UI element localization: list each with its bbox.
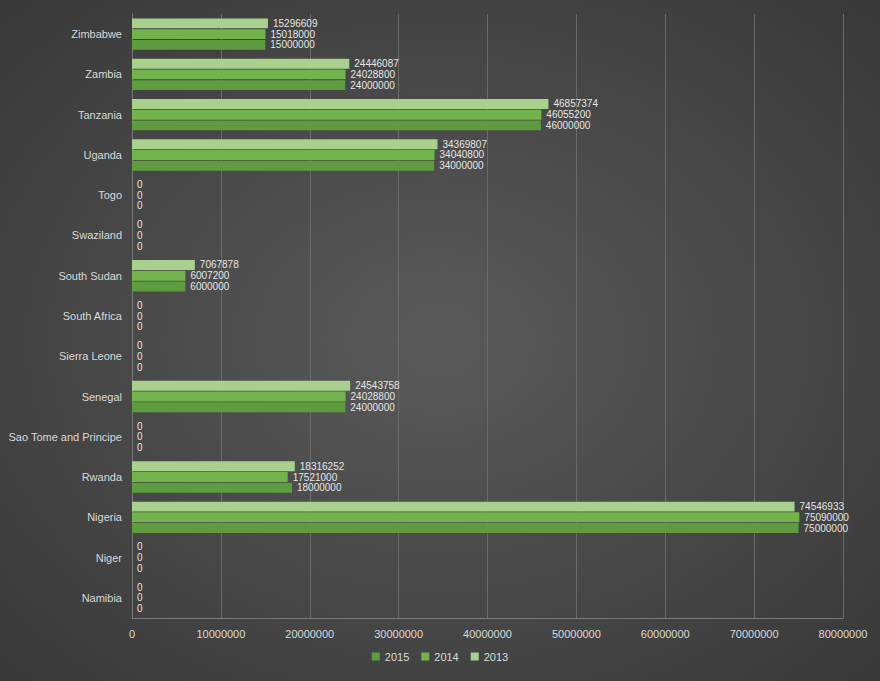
svg-text:0: 0 xyxy=(137,311,143,322)
svg-text:24000000: 24000000 xyxy=(350,80,395,91)
svg-text:Rwanda: Rwanda xyxy=(82,471,123,483)
svg-text:18316252: 18316252 xyxy=(300,461,345,472)
svg-text:0: 0 xyxy=(137,200,143,211)
svg-text:0: 0 xyxy=(137,603,143,614)
svg-text:0: 0 xyxy=(137,582,143,593)
svg-text:0: 0 xyxy=(137,421,143,432)
svg-text:0: 0 xyxy=(137,541,143,552)
svg-text:0: 0 xyxy=(137,340,143,351)
svg-text:0: 0 xyxy=(137,552,143,563)
svg-text:0: 0 xyxy=(137,563,143,574)
svg-text:0: 0 xyxy=(137,592,143,603)
svg-text:40000000: 40000000 xyxy=(463,628,512,640)
svg-text:0: 0 xyxy=(137,351,143,362)
svg-text:46857374: 46857374 xyxy=(553,98,598,109)
svg-text:2015: 2015 xyxy=(385,651,409,663)
svg-text:6007200: 6007200 xyxy=(190,270,229,281)
svg-text:0: 0 xyxy=(137,241,143,252)
svg-text:46055200: 46055200 xyxy=(546,109,591,120)
svg-text:0: 0 xyxy=(137,442,143,453)
svg-text:Namibia: Namibia xyxy=(82,592,123,604)
svg-text:20000000: 20000000 xyxy=(285,628,334,640)
svg-text:Uganda: Uganda xyxy=(83,149,122,161)
svg-text:South Africa: South Africa xyxy=(63,310,123,322)
svg-text:Sao Tome and Principe: Sao Tome and Principe xyxy=(8,431,122,443)
svg-text:Zambia: Zambia xyxy=(85,68,123,80)
svg-text:30000000: 30000000 xyxy=(374,628,423,640)
svg-text:80000000: 80000000 xyxy=(819,628,868,640)
svg-text:Togo: Togo xyxy=(98,189,122,201)
svg-text:0: 0 xyxy=(137,219,143,230)
svg-text:10000000: 10000000 xyxy=(196,628,245,640)
svg-text:6000000: 6000000 xyxy=(190,281,229,292)
svg-text:75000000: 75000000 xyxy=(804,523,849,534)
svg-text:60000000: 60000000 xyxy=(641,628,690,640)
svg-text:0: 0 xyxy=(137,179,143,190)
svg-text:34000000: 34000000 xyxy=(439,160,484,171)
svg-text:Sierra Leone: Sierra Leone xyxy=(59,350,122,362)
svg-text:Senegal: Senegal xyxy=(82,391,122,403)
svg-text:15000000: 15000000 xyxy=(270,39,315,50)
svg-text:24028800: 24028800 xyxy=(351,69,396,80)
svg-text:24543758: 24543758 xyxy=(355,380,400,391)
svg-text:0: 0 xyxy=(137,431,143,442)
svg-text:Niger: Niger xyxy=(96,552,123,564)
svg-text:15296609: 15296609 xyxy=(273,18,318,29)
svg-text:0: 0 xyxy=(137,300,143,311)
svg-text:75090000: 75090000 xyxy=(804,512,849,523)
svg-text:Swaziland: Swaziland xyxy=(72,229,122,241)
svg-text:2014: 2014 xyxy=(434,651,458,663)
svg-text:24028800: 24028800 xyxy=(351,391,396,402)
svg-text:18000000: 18000000 xyxy=(297,482,342,493)
svg-text:70000000: 70000000 xyxy=(730,628,779,640)
svg-text:Nigeria: Nigeria xyxy=(87,511,123,523)
svg-text:74546933: 74546933 xyxy=(800,501,845,512)
svg-text:7067878: 7067878 xyxy=(200,259,239,270)
svg-text:0: 0 xyxy=(137,362,143,373)
svg-text:34040800: 34040800 xyxy=(440,149,485,160)
svg-text:0: 0 xyxy=(137,230,143,241)
svg-text:0: 0 xyxy=(137,190,143,201)
svg-text:34369807: 34369807 xyxy=(442,139,487,150)
svg-text:2013: 2013 xyxy=(484,651,508,663)
svg-text:50000000: 50000000 xyxy=(552,628,601,640)
svg-text:0: 0 xyxy=(137,321,143,332)
svg-text:24446087: 24446087 xyxy=(354,58,399,69)
svg-text:Zimbabwe: Zimbabwe xyxy=(71,28,122,40)
svg-text:15018000: 15018000 xyxy=(270,29,315,40)
svg-text:0: 0 xyxy=(129,628,135,640)
svg-text:Tanzania: Tanzania xyxy=(78,109,123,121)
svg-text:South Sudan: South Sudan xyxy=(58,270,122,282)
svg-text:17521000: 17521000 xyxy=(293,472,338,483)
svg-text:46000000: 46000000 xyxy=(546,120,591,131)
svg-text:24000000: 24000000 xyxy=(350,402,395,413)
